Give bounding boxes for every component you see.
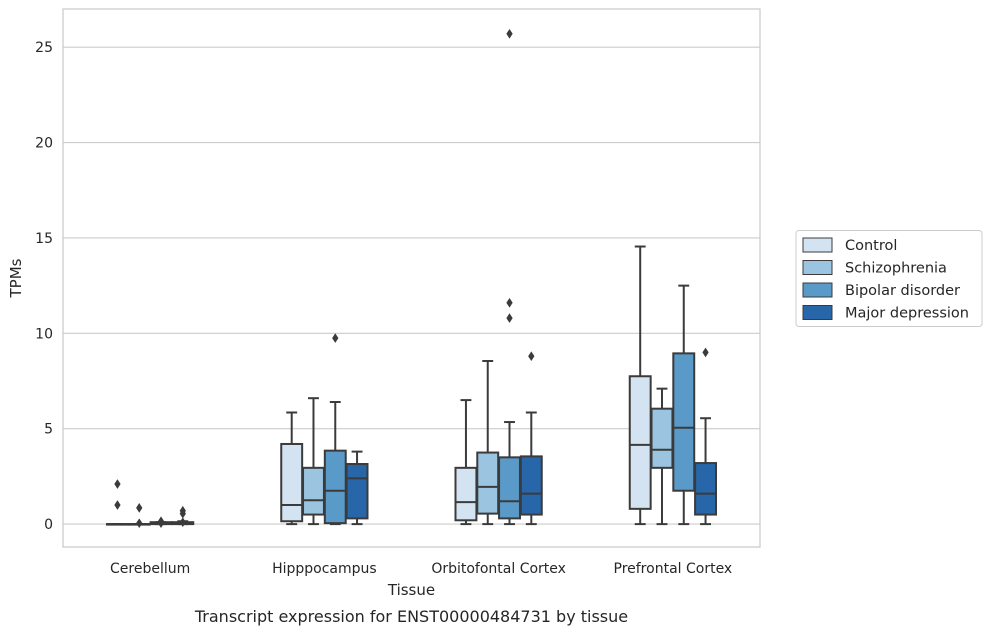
legend-label: Major depression xyxy=(845,306,969,322)
box-iqr xyxy=(302,466,325,516)
box-element xyxy=(694,347,718,526)
y-tick-label: 15 xyxy=(35,231,53,247)
outlier-point xyxy=(179,508,186,519)
box-iqr xyxy=(694,462,718,516)
x-tick-labels: Cerebellum Hipppocampus Orbitofontal Corte… xyxy=(110,561,732,577)
y-tick-label: 20 xyxy=(35,136,53,152)
box-element xyxy=(105,479,129,526)
box-iqr xyxy=(498,456,521,520)
legend: Control Schizophrenia Bipolar disorder Majo… xyxy=(795,230,983,327)
box-element xyxy=(323,333,347,526)
box-iqr xyxy=(628,375,652,510)
series-major-depression xyxy=(171,347,718,528)
x-tick-label: Orbitofontal Cortex xyxy=(431,561,566,577)
box-element xyxy=(454,399,478,526)
outlier-point xyxy=(332,333,339,343)
series-schizophrenia xyxy=(127,359,674,528)
box-element xyxy=(672,284,696,526)
box-element xyxy=(302,397,325,526)
box-series-group xyxy=(105,28,718,528)
box-element xyxy=(628,245,652,526)
box-element xyxy=(498,28,521,526)
y-tick-label: 0 xyxy=(44,517,53,533)
box-element xyxy=(171,505,195,528)
legend-label: Bipolar disorder xyxy=(845,283,960,299)
y-tick-label: 10 xyxy=(35,326,53,342)
plot-area-frame xyxy=(62,8,761,548)
box-iqr xyxy=(323,449,347,525)
y-tick-label: 25 xyxy=(35,40,53,56)
legend-label: Control xyxy=(845,238,897,254)
x-axis-label: Tissue xyxy=(387,581,435,599)
outlier-point xyxy=(114,479,121,489)
y-axis-label: TPMs xyxy=(7,258,25,298)
box-element xyxy=(650,387,674,526)
box-iqr xyxy=(345,463,369,520)
outlier-point xyxy=(114,500,121,510)
x-tick-label: Cerebellum xyxy=(110,561,190,577)
box-element xyxy=(149,516,173,528)
outlier-point xyxy=(528,351,535,362)
legend-label: Schizophrenia xyxy=(845,261,947,277)
legend-swatch xyxy=(802,305,833,320)
box-iqr xyxy=(476,451,500,515)
box-element xyxy=(127,503,151,528)
outlier-point xyxy=(702,347,709,358)
outlier-point xyxy=(506,28,513,39)
legend-swatch xyxy=(802,237,833,253)
legend-swatch xyxy=(802,282,833,298)
outlier-point xyxy=(179,517,186,528)
outlier-point xyxy=(506,297,513,308)
x-tick-label: Prefrontal Cortex xyxy=(614,561,733,577)
x-tick-label: Hipppocampus xyxy=(272,561,377,577)
y-tick-label: 5 xyxy=(44,422,53,438)
series-control xyxy=(105,245,652,526)
box-iqr xyxy=(650,407,674,469)
series-bipolar-disorder xyxy=(149,28,696,528)
box-iqr xyxy=(519,455,543,516)
outlier-point xyxy=(136,518,143,528)
box-element xyxy=(345,450,369,526)
outlier-point xyxy=(136,503,143,513)
box-element xyxy=(476,359,500,526)
box-iqr xyxy=(280,442,304,523)
box-iqr xyxy=(454,466,478,522)
box-iqr xyxy=(672,352,696,492)
legend-swatch xyxy=(802,260,833,275)
legend-frame xyxy=(795,230,983,327)
y-tick-labels: 0 5 10 15 20 25 xyxy=(35,40,53,533)
outlier-point xyxy=(506,313,513,323)
outlier-point xyxy=(157,518,165,528)
box-element xyxy=(519,351,543,526)
chart-caption: Transcript expression for ENST0000048473… xyxy=(194,607,628,626)
